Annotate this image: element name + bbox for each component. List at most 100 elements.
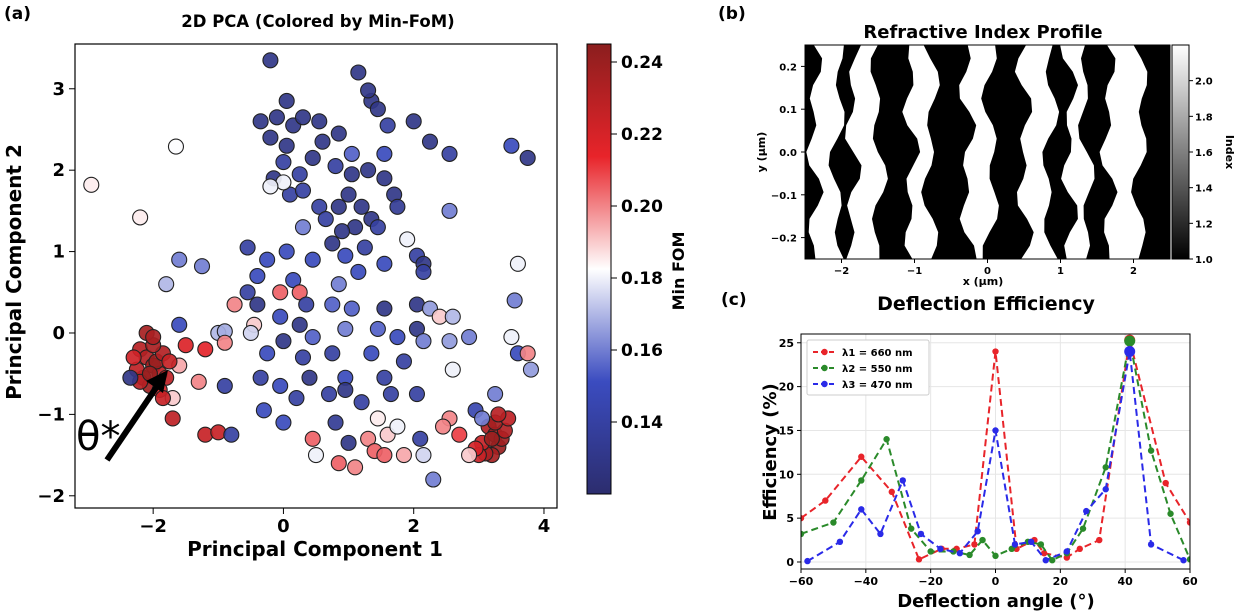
- scatter-point: [317, 210, 334, 228]
- series-marker: [858, 453, 865, 460]
- scatter-point: [376, 255, 393, 272]
- refractive-index-panel: Refractive Index Profile −2 −1 0 1 2 −0.2 −0.…: [755, 22, 1234, 288]
- series-marker: [1008, 545, 1015, 553]
- deflection-efficiency-panel: Deflection Efficiency −60 −40 −20 0 20 40 60 0…: [760, 293, 1198, 612]
- colorbar-tick-label: 1.6: [1195, 148, 1213, 159]
- scatter-point: [389, 329, 406, 346]
- scatter-point: [294, 109, 312, 126]
- scatter-point: [369, 410, 386, 427]
- scatter-point: [320, 385, 338, 403]
- x-tick-label: 2: [1130, 266, 1137, 277]
- annotation-arrow-head: [146, 370, 168, 393]
- scatter-point: [444, 308, 461, 325]
- y-tick-label: −0.1: [771, 191, 797, 202]
- scatter-point: [304, 251, 321, 268]
- scatter-point: [239, 284, 256, 301]
- scatter-point: [434, 418, 452, 435]
- series-marker: [971, 541, 978, 548]
- scatter-point: [395, 447, 412, 464]
- scatter-point: [278, 92, 295, 110]
- y-tick-label: 20: [779, 381, 795, 394]
- high-index-stripe: [1060, 45, 1095, 259]
- series-marker: [858, 477, 865, 484]
- y-tick-label: 0: [786, 556, 794, 569]
- scatter-point: [304, 329, 321, 346]
- y-tick-label: −2: [37, 486, 65, 507]
- y-tick-label: 15: [779, 424, 794, 437]
- scatter-point: [330, 125, 347, 142]
- scatter-point: [444, 361, 461, 378]
- legend-label: λ3 = 470 nm: [842, 380, 913, 391]
- colorbar: [586, 43, 612, 495]
- x-axis-label: Deflection angle (°): [897, 591, 1095, 612]
- scatter-point: [347, 459, 364, 476]
- series-marker: [1027, 538, 1035, 546]
- y-tick-label: 0.0: [779, 148, 797, 159]
- x-tick-label: −60: [789, 575, 814, 588]
- legend-marker: [821, 364, 828, 372]
- y-tick-label: −0.2: [771, 234, 797, 245]
- scatter-point: [461, 447, 478, 464]
- scatter-point: [330, 198, 347, 215]
- scatter-point: [125, 349, 142, 366]
- scatter-point: [262, 129, 279, 146]
- series-marker: [1162, 479, 1169, 487]
- y-tick-label: 1: [52, 242, 65, 263]
- series-marker: [1096, 536, 1103, 544]
- scatter-point: [301, 369, 318, 386]
- scatter-point: [421, 133, 439, 150]
- scatter-point: [412, 430, 429, 447]
- scatter-point: [490, 406, 507, 423]
- scatter-point: [291, 316, 308, 333]
- colorbar-tick-label: 1.0: [1195, 255, 1213, 266]
- scatter-point: [441, 145, 458, 162]
- scatter-point: [376, 145, 393, 162]
- scatter-point: [324, 296, 341, 313]
- scatter-point: [171, 251, 188, 268]
- scatter-point: [415, 333, 432, 350]
- series-marker: [883, 436, 890, 443]
- series-marker: [908, 525, 915, 532]
- series-marker: [858, 506, 865, 513]
- series-marker: [888, 488, 895, 496]
- scatter-point: [275, 414, 292, 431]
- scatter-point: [304, 149, 321, 167]
- scatter-point: [262, 178, 279, 195]
- scatter-point: [324, 345, 341, 362]
- scatter-point: [360, 162, 377, 179]
- scatter-point: [408, 385, 426, 403]
- scatter-point: [356, 239, 373, 256]
- scatter-point: [275, 333, 292, 350]
- high-index-stripe: [959, 45, 999, 259]
- series-marker: [1083, 507, 1090, 515]
- colorbar-tick-label: 0.22: [621, 125, 663, 145]
- scatter-point: [415, 263, 432, 280]
- series-marker: [1147, 541, 1155, 548]
- high-index-stripe: [845, 45, 888, 259]
- scatter-point: [259, 345, 276, 362]
- series-marker: [836, 538, 844, 546]
- series-marker: [1079, 525, 1087, 532]
- scatter-point: [337, 320, 354, 337]
- scatter-point: [376, 447, 393, 464]
- plot-frame: [74, 43, 558, 509]
- series-marker: [974, 528, 981, 535]
- scatter-point: [307, 447, 325, 464]
- scatter-point: [177, 337, 194, 354]
- scatter-point: [158, 276, 175, 293]
- series-marker: [1124, 346, 1136, 358]
- x-tick-label: 60: [1182, 575, 1198, 588]
- legend-marker: [821, 380, 828, 388]
- x-tick-label: −40: [854, 575, 879, 588]
- scatter-point: [122, 369, 139, 386]
- series-marker: [1063, 548, 1071, 555]
- scatter-point: [415, 447, 432, 464]
- x-tick-label: 0: [984, 266, 991, 277]
- scatter-point: [190, 373, 207, 390]
- legend-marker: [821, 348, 828, 356]
- chart-title: Deflection Efficiency: [877, 293, 1095, 315]
- scatter-point: [343, 166, 360, 183]
- colorbar-tick-label: 0.18: [621, 269, 663, 289]
- scatter-point: [161, 353, 178, 370]
- scatter-point: [330, 455, 347, 472]
